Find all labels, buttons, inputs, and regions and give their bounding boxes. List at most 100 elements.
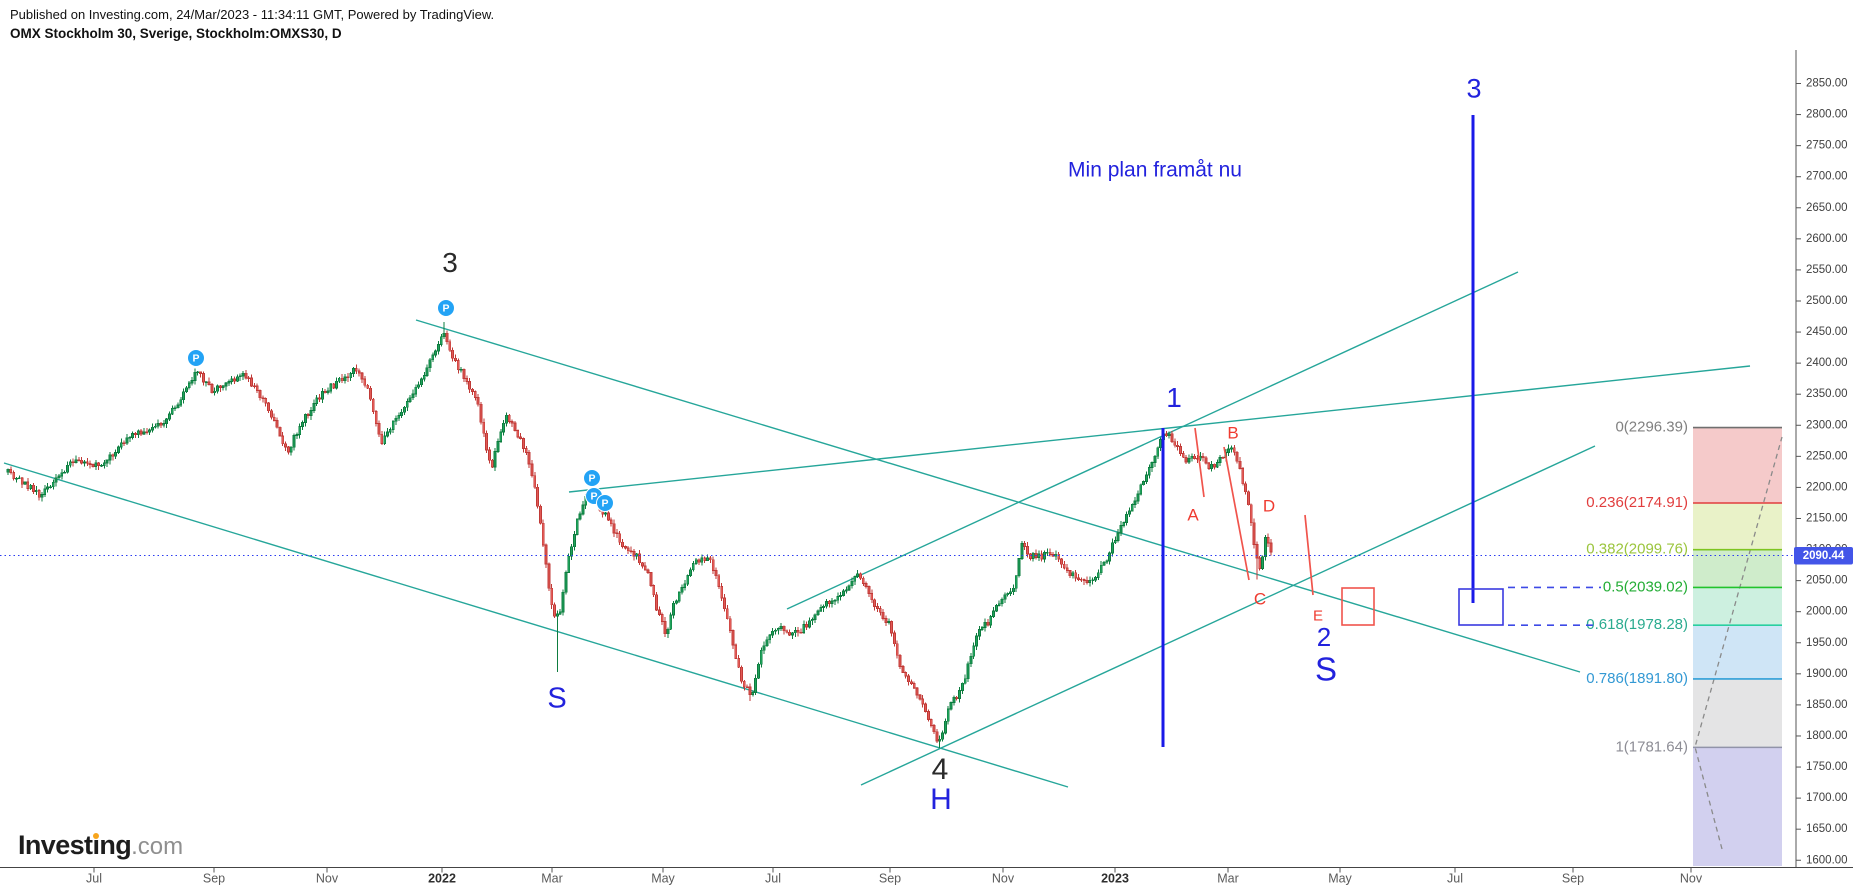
- candle: [510, 419, 514, 428]
- fib-band[interactable]: [1693, 747, 1782, 866]
- candle: [91, 463, 95, 468]
- candle: [182, 388, 185, 404]
- candle: [1006, 592, 1010, 597]
- label-B[interactable]: B: [1227, 423, 1239, 443]
- label-C[interactable]: C: [1253, 589, 1267, 609]
- candle: [813, 613, 817, 624]
- candle: [247, 375, 251, 383]
- candle: [1062, 561, 1066, 570]
- price-axis-label: 2850.00: [1806, 78, 1848, 90]
- blue-target-box[interactable]: [1458, 588, 1504, 626]
- candle: [655, 591, 658, 612]
- label-E[interactable]: E: [1312, 607, 1324, 625]
- red-guide-line-b[interactable]: [1223, 446, 1250, 581]
- candle: [740, 665, 743, 684]
- trendline-major-downtrend[interactable]: [3, 462, 1069, 788]
- red-target-box[interactable]: [1341, 587, 1375, 626]
- pivot-marker-icon[interactable]: [437, 299, 455, 317]
- fib-band[interactable]: [1693, 625, 1782, 679]
- candle: [640, 561, 644, 569]
- price-axis-label: 2500.00: [1806, 295, 1848, 307]
- candle: [672, 600, 675, 619]
- candle: [822, 604, 826, 612]
- price-axis[interactable]: 2850.00 2800.00 2750.00 2700.00 2650.00 2600.…: [1796, 78, 1848, 867]
- wave4-label[interactable]: 4: [931, 753, 949, 786]
- candle: [1043, 550, 1046, 563]
- candle: [1190, 453, 1194, 462]
- head-label[interactable]: H: [930, 783, 952, 816]
- label-D[interactable]: D: [1262, 496, 1276, 516]
- plan-note[interactable]: Min plan framåt nu: [1068, 158, 1242, 182]
- price-axis-label: 2000.00: [1806, 606, 1848, 618]
- candle: [1054, 550, 1058, 561]
- wave3-target-label[interactable]: 3: [1466, 73, 1482, 104]
- candle: [717, 574, 721, 589]
- pivot-marker-icon[interactable]: [596, 494, 614, 512]
- candle: [357, 368, 361, 377]
- fib-band[interactable]: [1693, 427, 1782, 504]
- candle: [694, 557, 698, 565]
- trendline-from-2022-peak[interactable]: [415, 319, 1581, 673]
- candle: [63, 470, 67, 474]
- candle: [1119, 521, 1123, 536]
- pivot-marker-icon[interactable]: [583, 469, 601, 487]
- candle: [912, 681, 916, 690]
- candle: [162, 419, 166, 428]
- candle: [272, 413, 276, 422]
- candle: [1088, 576, 1092, 587]
- candle: [1167, 431, 1171, 439]
- candle: [269, 408, 273, 420]
- candle: [306, 412, 310, 419]
- candle: [867, 585, 871, 597]
- candle: [1108, 551, 1112, 565]
- candle: [77, 457, 81, 462]
- price-axis-label: 2250.00: [1806, 450, 1848, 462]
- candle: [842, 588, 845, 597]
- candle: [40, 491, 44, 502]
- label-A[interactable]: A: [1187, 505, 1199, 525]
- price-axis-label: 1950.00: [1806, 637, 1848, 649]
- candle: [366, 383, 370, 389]
- fib-band[interactable]: [1693, 678, 1782, 748]
- trendline-uptrend-through-sep-low[interactable]: [860, 445, 1596, 786]
- wave2-label[interactable]: 2: [1316, 622, 1332, 652]
- candle: [1261, 555, 1264, 570]
- candle: [128, 436, 132, 442]
- candle: [250, 374, 253, 388]
- fib-band[interactable]: [1693, 503, 1782, 550]
- candle: [394, 415, 398, 425]
- left-shoulder-label[interactable]: S: [547, 682, 567, 715]
- red-guide-line-a[interactable]: [1194, 427, 1205, 498]
- candle: [876, 602, 879, 613]
- red-guide-line-e[interactable]: [1304, 514, 1314, 596]
- candle: [737, 655, 741, 669]
- trendline-resistance-flat[interactable]: [568, 365, 1751, 493]
- candle: [9, 466, 13, 475]
- candle: [238, 373, 242, 381]
- wave1-label[interactable]: 1: [1166, 382, 1182, 413]
- candle: [788, 629, 792, 637]
- candle: [1136, 490, 1140, 504]
- candle: [734, 643, 738, 660]
- candle: [513, 420, 517, 432]
- candle: [606, 509, 610, 522]
- candle: [975, 632, 978, 650]
- candle: [170, 405, 174, 415]
- candle: [434, 349, 438, 358]
- trendline-uptrend-steep[interactable]: [786, 271, 1519, 610]
- candle: [156, 419, 160, 429]
- fib-band[interactable]: [1693, 587, 1782, 626]
- right-shoulder-label[interactable]: S: [1314, 650, 1338, 688]
- candle: [1034, 549, 1038, 560]
- candle: [425, 364, 429, 378]
- candle: [54, 474, 58, 487]
- time-axis[interactable]: Jul Sep Nov 2022 Mar May Jul Sep Nov 2023 Mar May Ju…: [86, 867, 1703, 886]
- candle: [697, 558, 701, 566]
- candle: [281, 432, 285, 446]
- candle: [363, 375, 367, 388]
- wave3-2022-label[interactable]: 3: [442, 247, 458, 278]
- candle: [303, 413, 307, 427]
- candle: [895, 640, 899, 659]
- pivot-marker-icon[interactable]: [187, 349, 205, 367]
